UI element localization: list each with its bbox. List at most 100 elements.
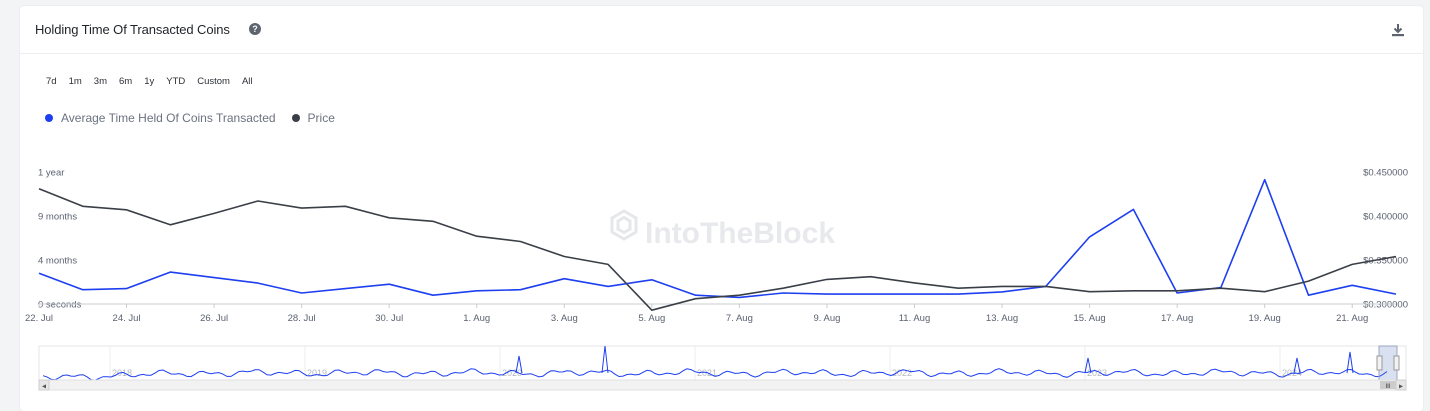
range-6m-button[interactable]: 6m (118, 76, 133, 87)
data-point-price[interactable] (1041, 281, 1051, 291)
data-point-price[interactable] (472, 231, 482, 241)
data-point-price[interactable] (34, 184, 44, 194)
data-point-avg-time-held[interactable] (78, 285, 88, 295)
data-point-avg-time-held[interactable] (297, 288, 307, 298)
data-point-price[interactable] (384, 213, 394, 223)
data-point-avg-time-held[interactable] (1391, 289, 1401, 299)
help-icon[interactable]: ? (249, 23, 261, 35)
navigator-scrollbar-track[interactable] (38, 379, 1407, 391)
data-point-price[interactable] (997, 281, 1007, 291)
right-axis-tick-label: $0.400000 (1363, 212, 1408, 223)
data-point-price[interactable] (122, 205, 132, 215)
scroll-left-button[interactable] (38, 379, 50, 391)
data-point-price[interactable] (953, 283, 963, 293)
data-point-price[interactable] (1172, 286, 1182, 296)
card-header: Holding Time Of Transacted Coins ? (20, 6, 1423, 54)
navigator-spike (1084, 357, 1092, 374)
data-point-avg-time-held[interactable] (559, 274, 569, 284)
data-point-price[interactable] (1260, 287, 1270, 297)
data-point-price[interactable] (691, 294, 701, 304)
navigator-series-line (42, 368, 1388, 381)
range-ytd-button[interactable]: YTD (166, 76, 186, 87)
data-point-price[interactable] (428, 216, 438, 226)
range-1y-button[interactable]: 1y (144, 76, 155, 87)
data-point-avg-time-held[interactable] (1128, 204, 1138, 214)
data-point-price[interactable] (778, 283, 788, 293)
legend-item-avg-time-held[interactable]: Average Time Held Of Coins Transacted (45, 111, 276, 125)
navigator-spike (1293, 357, 1301, 374)
data-point-price[interactable] (603, 259, 613, 269)
data-point-price[interactable] (1128, 286, 1138, 296)
data-point-price[interactable] (209, 208, 219, 218)
data-point-avg-time-held[interactable] (1260, 175, 1270, 185)
data-point-avg-time-held[interactable] (822, 289, 832, 299)
data-point-price[interactable] (1216, 283, 1226, 293)
range-3m-button[interactable]: 3m (93, 76, 107, 87)
x-axis-tick-label: 17. Aug (1161, 313, 1193, 324)
data-point-avg-time-held[interactable] (472, 286, 482, 296)
data-point-price[interactable] (647, 305, 657, 315)
range-selector: 7d 1m 3m 6m 1y YTD Custom All (41, 73, 258, 90)
navigator-year-label: 2022 (892, 368, 912, 378)
data-point-price[interactable] (297, 203, 307, 213)
data-point-avg-time-held[interactable] (384, 279, 394, 289)
data-point-avg-time-held[interactable] (122, 284, 132, 294)
left-axis-tick-label: 9 months (38, 212, 77, 223)
data-point-avg-time-held[interactable] (253, 278, 263, 288)
data-point-price[interactable] (559, 251, 569, 261)
data-point-price[interactable] (866, 272, 876, 282)
data-point-avg-time-held[interactable] (909, 289, 919, 299)
data-point-avg-time-held[interactable] (340, 284, 350, 294)
watermark-text: IntoTheBlock (645, 217, 835, 250)
x-axis-tick-label: 1. Aug (463, 313, 490, 324)
data-point-price[interactable] (734, 290, 744, 300)
scroll-right-arrow-icon: ▸ (1399, 382, 1403, 391)
range-all-button[interactable]: All (241, 76, 253, 87)
navigator-year-label: 2020 (502, 368, 522, 378)
data-point-avg-time-held[interactable] (516, 285, 526, 295)
data-point-avg-time-held[interactable] (209, 273, 219, 283)
chart-title: Holding Time Of Transacted Coins (35, 22, 230, 37)
data-point-price[interactable] (1085, 287, 1095, 297)
range-1m-button[interactable]: 1m (68, 76, 82, 87)
data-point-price[interactable] (340, 201, 350, 211)
data-point-price[interactable] (909, 278, 919, 288)
x-axis-tick-label: 21. Aug (1336, 313, 1368, 324)
data-point-avg-time-held[interactable] (165, 267, 175, 277)
data-point-avg-time-held[interactable] (1347, 280, 1357, 290)
navigator-left-handle[interactable] (1376, 355, 1383, 371)
navigator-spike (1346, 351, 1354, 374)
data-point-price[interactable] (1347, 259, 1357, 269)
legend-item-price[interactable]: Price (291, 111, 335, 125)
data-point-avg-time-held[interactable] (34, 268, 44, 278)
data-point-avg-time-held[interactable] (603, 281, 613, 291)
data-point-avg-time-held[interactable] (866, 289, 876, 299)
data-point-price[interactable] (1391, 251, 1401, 261)
x-axis-tick-label: 28. Jul (288, 313, 316, 324)
navigator-right-handle[interactable] (1393, 355, 1400, 371)
scroll-right-button[interactable] (1395, 379, 1407, 391)
data-point-avg-time-held[interactable] (1303, 290, 1313, 300)
scroll-left-arrow-icon: ◂ (42, 382, 46, 391)
scrollbar-thumb[interactable] (1380, 381, 1396, 389)
data-point-avg-time-held[interactable] (647, 275, 657, 285)
watermark-logo (610, 209, 638, 241)
x-axis-tick-label: 15. Aug (1073, 313, 1105, 324)
x-axis-tick-label: 5. Aug (638, 313, 665, 324)
data-point-price[interactable] (165, 220, 175, 230)
data-point-price[interactable] (253, 196, 263, 206)
navigator-spike (601, 345, 609, 374)
data-point-price[interactable] (516, 237, 526, 247)
chart-card: Holding Time Of Transacted Coins ? 7d 1m… (20, 6, 1423, 411)
left-axis-tick-label: 1 year (38, 168, 64, 179)
data-point-avg-time-held[interactable] (428, 290, 438, 300)
range-custom-button[interactable]: Custom (197, 76, 230, 87)
download-icon[interactable] (1390, 22, 1406, 38)
data-point-price[interactable] (1303, 276, 1313, 286)
x-axis-tick-label: 3. Aug (551, 313, 578, 324)
data-point-price[interactable] (822, 274, 832, 284)
data-point-avg-time-held[interactable] (1085, 232, 1095, 242)
left-axis-tick-label: 0 seconds (38, 300, 82, 311)
data-point-price[interactable] (78, 201, 88, 211)
range-7d-button[interactable]: 7d (46, 76, 57, 87)
